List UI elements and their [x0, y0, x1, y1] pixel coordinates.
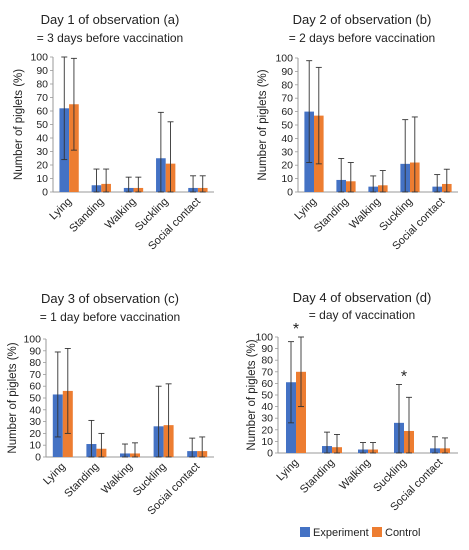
y-tick-label: 30	[261, 413, 273, 425]
y-tick-label: 100	[30, 52, 48, 64]
chart-title: Day 1 of observation (a)	[41, 12, 180, 27]
y-tick-label: 70	[29, 369, 41, 381]
y-tick-label: 100	[275, 53, 293, 65]
y-tick-label: 50	[29, 393, 41, 405]
category-label: Standing	[298, 457, 337, 496]
y-tick-label: 20	[261, 424, 273, 436]
chart-title: Day 4 of observation (d)	[293, 290, 432, 305]
category-label: Walking	[99, 461, 135, 497]
y-tick-label: 90	[36, 65, 48, 77]
chart-subtitle: = 3 days before vaccination	[37, 31, 183, 45]
legend-label: Control	[385, 527, 420, 539]
y-tick-label: 70	[36, 92, 48, 104]
y-tick-label: 0	[35, 452, 41, 464]
chart-panel-1: Day 1 of observation (a) = 3 days before …	[13, 12, 214, 253]
legend: Experiment Control	[300, 527, 420, 539]
y-tick-label: 40	[36, 133, 48, 145]
y-tick-label: 50	[36, 119, 48, 131]
y-axis-label: Number of piglets (%)	[7, 342, 19, 453]
y-tick-label: 70	[261, 366, 273, 378]
y-axis-label: Number of piglets (%)	[257, 69, 269, 180]
y-tick-label: 100	[255, 332, 273, 344]
y-tick-label: 60	[29, 381, 41, 393]
chart-panel-3: Day 3 of observation (c) = 1 day before v…	[7, 291, 214, 518]
significance-marker: *	[293, 321, 299, 338]
y-tick-label: 30	[36, 146, 48, 158]
y-tick-label: 10	[36, 173, 48, 185]
legend-label: Experiment	[313, 527, 369, 539]
y-tick-label: 20	[281, 160, 293, 172]
y-tick-label: 70	[281, 93, 293, 105]
y-tick-label: 90	[281, 66, 293, 78]
y-tick-label: 0	[42, 187, 48, 199]
bar-control-lying	[296, 371, 306, 453]
y-tick-label: 60	[261, 378, 273, 390]
category-label: Standing	[312, 196, 351, 235]
chart-subtitle: = 1 day before vaccination	[40, 310, 180, 324]
category-label: Walking	[337, 457, 373, 493]
y-tick-label: 10	[29, 440, 41, 452]
legend-swatch-control	[372, 527, 382, 537]
chart-title: Day 3 of observation (c)	[41, 291, 179, 306]
chart-subtitle: = day of vaccination	[309, 308, 415, 322]
y-tick-label: 60	[281, 106, 293, 118]
y-tick-label: 80	[36, 79, 48, 91]
category-label: Standing	[67, 196, 106, 235]
y-tick-label: 30	[281, 146, 293, 158]
y-tick-label: 0	[267, 448, 273, 460]
category-label: Standing	[62, 461, 101, 500]
chart-panel-2: Day 2 of observation (b) = 2 days before …	[257, 12, 458, 253]
y-tick-label: 100	[23, 334, 41, 346]
chart-title: Day 2 of observation (b)	[293, 12, 432, 27]
y-tick-label: 20	[36, 160, 48, 172]
y-tick-label: 50	[261, 390, 273, 402]
significance-marker: *	[401, 369, 407, 386]
y-tick-label: 90	[29, 345, 41, 357]
y-tick-label: 40	[261, 401, 273, 413]
y-tick-label: 40	[281, 133, 293, 145]
y-tick-label: 90	[261, 343, 273, 355]
y-tick-label: 60	[36, 106, 48, 118]
chart-panel-4: Day 4 of observation (d) = day of vaccina…	[246, 290, 458, 514]
category-label: Lying	[47, 196, 74, 223]
y-tick-label: 80	[29, 357, 41, 369]
y-tick-label: 10	[261, 436, 273, 448]
y-tick-label: 20	[29, 428, 41, 440]
y-tick-label: 80	[281, 79, 293, 91]
y-axis-label: Number of piglets (%)	[13, 69, 25, 180]
chart-subtitle: = 2 days before vaccination	[289, 31, 435, 45]
y-tick-label: 10	[281, 173, 293, 185]
category-label: Lying	[292, 196, 319, 223]
y-tick-label: 80	[261, 355, 273, 367]
y-axis-label: Number of piglets (%)	[246, 339, 258, 450]
y-tick-label: 40	[29, 404, 41, 416]
category-label: Lying	[274, 457, 301, 484]
y-tick-label: 0	[287, 187, 293, 199]
category-label: Lying	[41, 461, 68, 488]
y-tick-label: 50	[281, 120, 293, 132]
y-tick-label: 30	[29, 416, 41, 428]
legend-swatch-experiment	[300, 527, 310, 537]
